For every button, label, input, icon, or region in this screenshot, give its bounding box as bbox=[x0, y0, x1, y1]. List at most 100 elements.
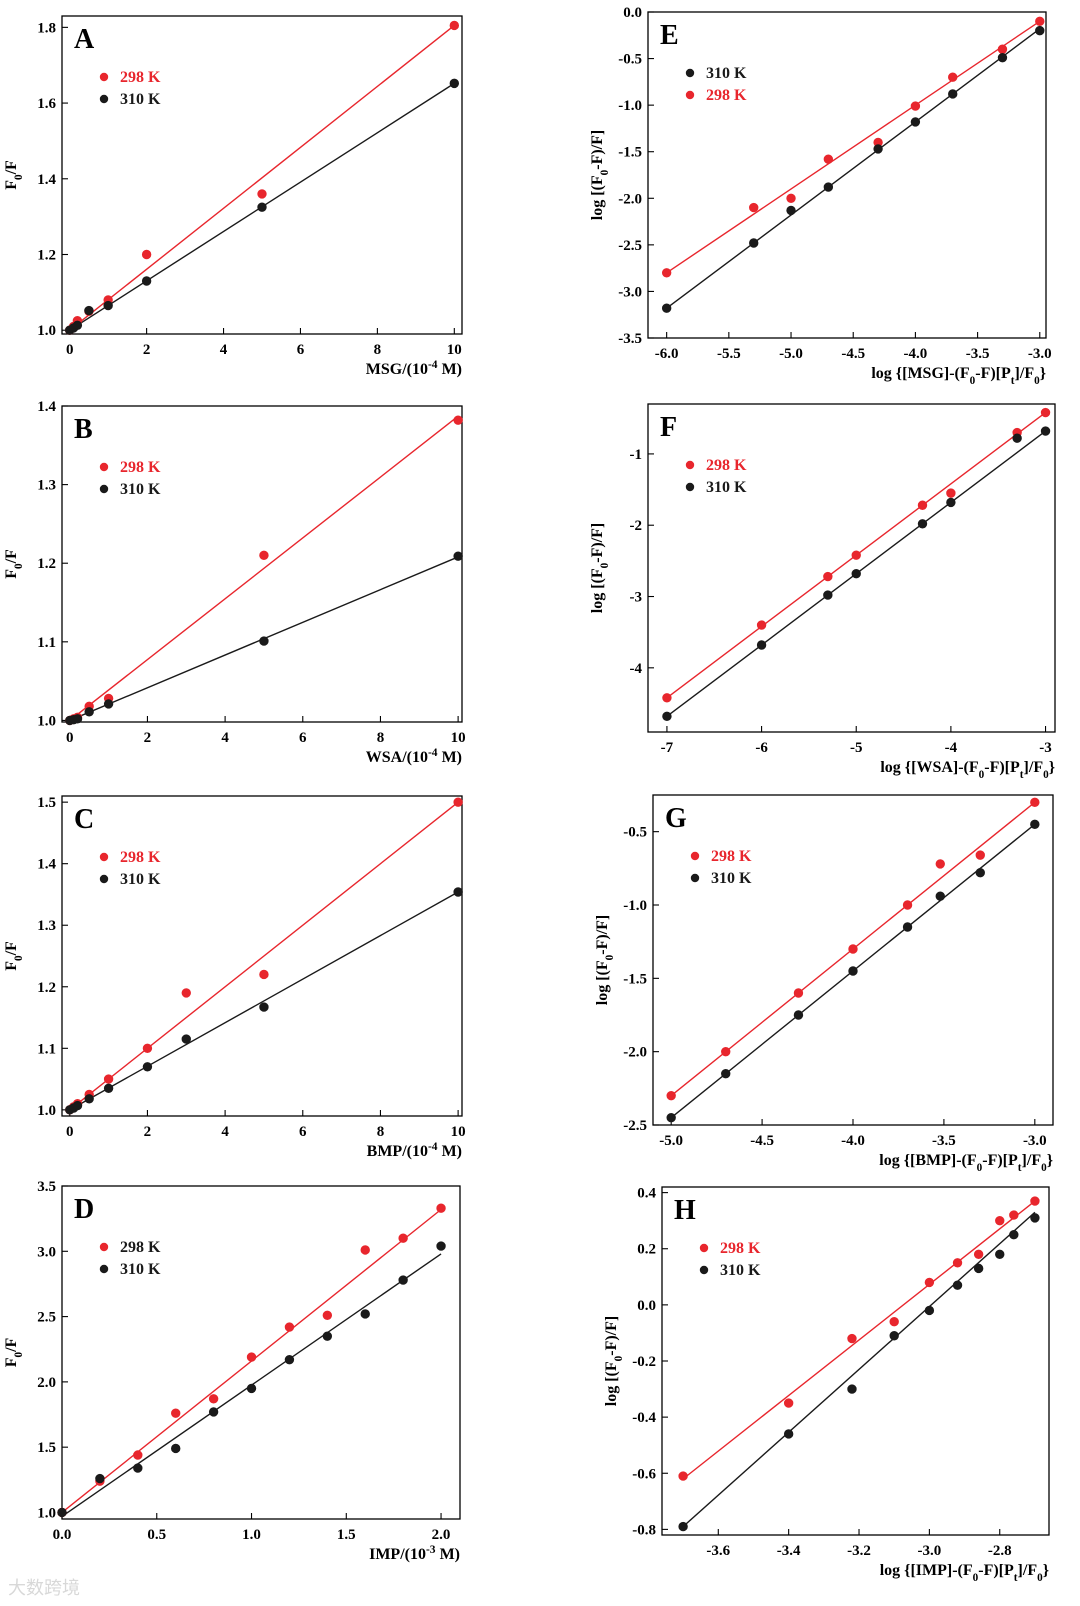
y-tick-label: -1 bbox=[630, 447, 643, 463]
x-tick-label: 1.0 bbox=[242, 1527, 261, 1543]
data-point-310k bbox=[72, 320, 83, 330]
panel-label: F bbox=[660, 412, 677, 443]
y-tick-label: 1.4 bbox=[37, 399, 56, 415]
data-point-298k bbox=[995, 1215, 1005, 1226]
data-point-310k bbox=[1030, 1213, 1040, 1223]
plot-frame bbox=[61, 405, 463, 723]
x-axis-label: BMP/(10-4 M) bbox=[367, 1141, 462, 1160]
y-axis-label: log [(F0-F)/F] bbox=[589, 523, 611, 613]
data-point-298k bbox=[208, 1394, 219, 1404]
x-tick-label: 0.0 bbox=[53, 1527, 72, 1543]
data-point-298k bbox=[259, 550, 269, 561]
data-point-310k bbox=[666, 1112, 676, 1123]
x-tick-label: 8 bbox=[377, 730, 385, 746]
legend-marker bbox=[99, 72, 109, 82]
data-point-310k bbox=[1035, 25, 1045, 36]
data-point-298k bbox=[749, 202, 759, 213]
legend-marker bbox=[690, 851, 700, 861]
x-tick-label: -4.0 bbox=[841, 1133, 865, 1149]
data-point-310k bbox=[783, 1429, 794, 1439]
legend-label: 298 K bbox=[706, 87, 747, 104]
data-point-298k bbox=[661, 268, 672, 278]
x-tick-label: 0 bbox=[66, 342, 74, 358]
data-point-310k bbox=[449, 78, 460, 89]
data-point-310k bbox=[917, 519, 928, 529]
data-point-310k bbox=[84, 305, 94, 316]
legend-marker bbox=[99, 484, 109, 494]
data-point-310k bbox=[453, 551, 463, 561]
data-point-298k bbox=[946, 488, 956, 498]
legend-marker bbox=[685, 68, 695, 78]
y-tick-label: 1.2 bbox=[37, 980, 56, 996]
data-point-298k bbox=[1040, 407, 1051, 418]
data-point-310k bbox=[322, 1331, 333, 1341]
x-tick-label: 2 bbox=[144, 1124, 152, 1140]
legend-label: 298 K bbox=[120, 1239, 161, 1256]
data-point-310k bbox=[662, 711, 672, 722]
data-point-298k bbox=[171, 1408, 181, 1418]
y-tick-label: 1.1 bbox=[37, 635, 56, 651]
x-tick-label: 0 bbox=[66, 730, 74, 746]
data-point-298k bbox=[948, 72, 958, 82]
data-point-310k bbox=[910, 117, 921, 127]
x-tick-label: -4.5 bbox=[841, 346, 865, 362]
data-point-310k bbox=[678, 1521, 688, 1532]
watermark-text: 大数跨境 bbox=[8, 1578, 80, 1599]
data-point-310k bbox=[453, 887, 463, 897]
data-point-298k bbox=[889, 1317, 899, 1327]
panel-F: -7 -6 -5 -4 -3 -1 -2 -3 -4 log {[WSA]-(F0-F)[Pt]/… bbox=[589, 403, 1056, 781]
x-tick-label: 1.5 bbox=[337, 1527, 356, 1543]
y-tick-label: -0.4 bbox=[632, 1410, 656, 1426]
y-tick-label: -3.0 bbox=[618, 284, 642, 300]
panel-label: C bbox=[74, 804, 94, 835]
y-tick-label: 0.0 bbox=[637, 1298, 656, 1314]
data-point-310k bbox=[257, 202, 267, 212]
y-tick-label: -0.8 bbox=[632, 1522, 656, 1538]
data-point-298k bbox=[322, 1310, 333, 1320]
y-tick-label: 3.0 bbox=[37, 1244, 56, 1260]
data-point-298k bbox=[284, 1322, 295, 1332]
x-tick-label: -3 bbox=[1039, 740, 1052, 756]
data-point-298k bbox=[453, 415, 463, 425]
x-tick-label: -3.2 bbox=[847, 1543, 871, 1559]
data-point-310k bbox=[952, 1280, 963, 1290]
y-tick-label: -2.0 bbox=[623, 1045, 647, 1061]
panel-label: D bbox=[74, 1194, 94, 1225]
legend-marker bbox=[685, 460, 695, 470]
legend-marker bbox=[690, 873, 700, 883]
x-tick-label: 4 bbox=[221, 730, 229, 746]
y-axis-label: F0/F bbox=[3, 160, 25, 190]
x-axis-label: log {[MSG]-(F0-F)[Pt]/F0} bbox=[871, 365, 1046, 387]
y-tick-label: 1.2 bbox=[37, 556, 56, 572]
data-point-310k bbox=[95, 1473, 105, 1484]
data-point-298k bbox=[910, 101, 921, 111]
data-point-310k bbox=[756, 640, 767, 650]
legend-label: 310 K bbox=[120, 91, 161, 108]
data-point-298k bbox=[453, 797, 463, 807]
data-point-298k bbox=[1030, 1196, 1040, 1206]
data-point-310k bbox=[997, 52, 1008, 63]
data-point-298k bbox=[142, 1043, 153, 1054]
x-tick-label: -4 bbox=[945, 740, 958, 756]
data-point-310k bbox=[246, 1383, 257, 1394]
data-point-298k bbox=[181, 988, 191, 998]
x-tick-label: 8 bbox=[374, 342, 382, 358]
x-tick-label: 4 bbox=[221, 1124, 229, 1140]
x-tick-label: -6 bbox=[755, 740, 768, 756]
legend-marker bbox=[699, 1243, 709, 1253]
data-point-310k bbox=[436, 1241, 446, 1251]
legend-label: 310 K bbox=[120, 481, 161, 498]
data-point-310k bbox=[103, 300, 113, 311]
data-point-310k bbox=[851, 569, 861, 579]
panel-label: B bbox=[74, 414, 93, 445]
y-axis-label: log [(F0-F)/F] bbox=[594, 915, 616, 1005]
plot-frame bbox=[61, 1185, 461, 1520]
data-point-298k bbox=[847, 1333, 857, 1344]
x-tick-label: -3.6 bbox=[706, 1543, 730, 1559]
legend-label: 298 K bbox=[706, 457, 747, 474]
data-point-298k bbox=[1035, 16, 1045, 27]
data-point-298k bbox=[783, 1398, 794, 1408]
y-axis-label: F0/F bbox=[3, 549, 25, 579]
data-point-298k bbox=[103, 1074, 114, 1084]
y-tick-label: 1.5 bbox=[37, 1440, 56, 1456]
